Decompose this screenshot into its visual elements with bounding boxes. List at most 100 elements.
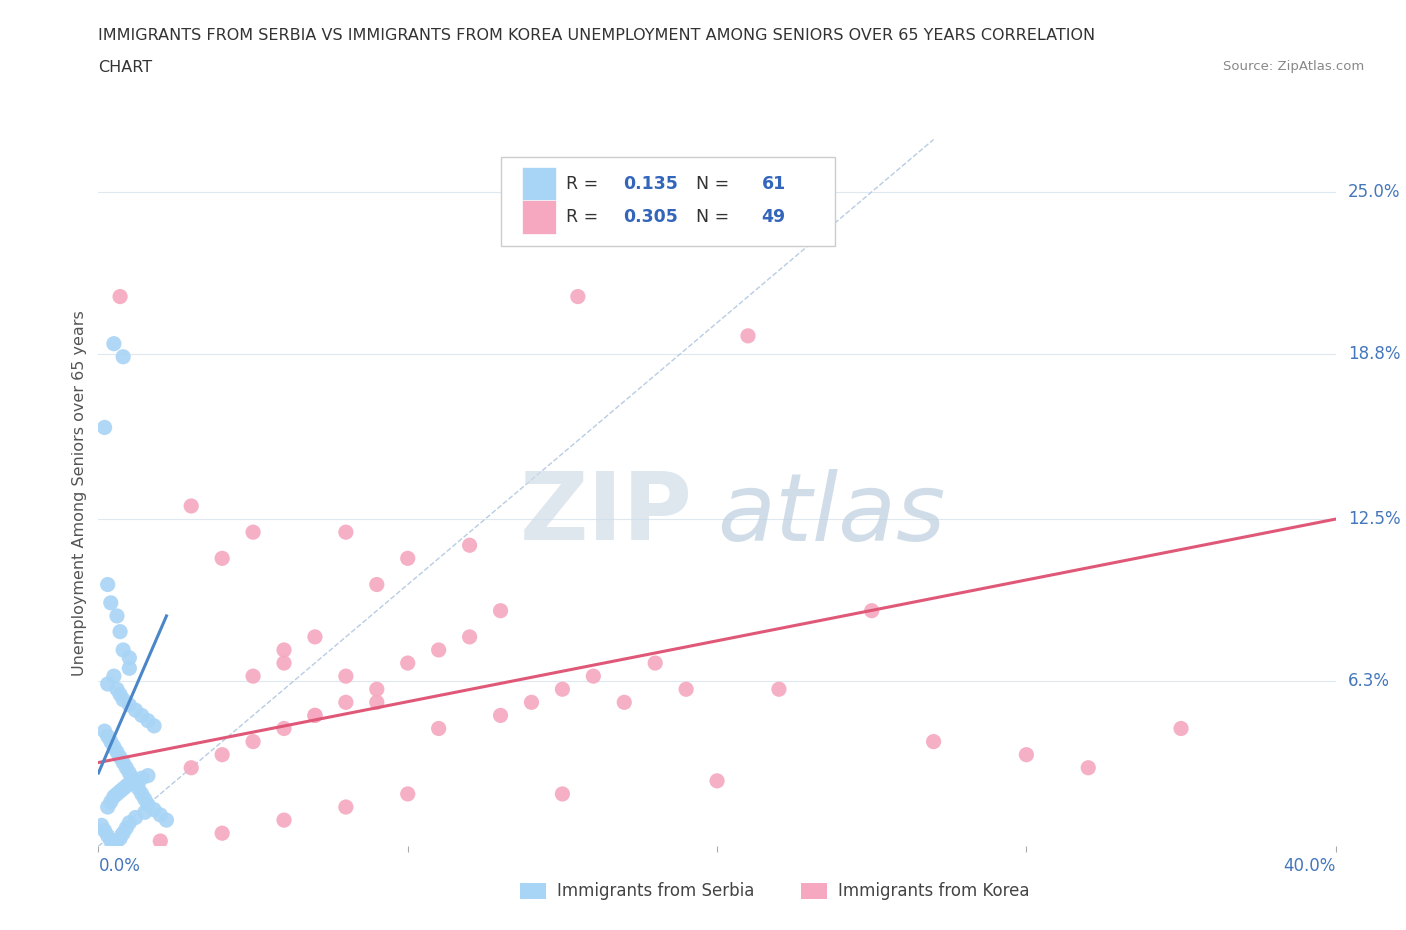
Text: R =: R = xyxy=(567,175,603,193)
Point xyxy=(100,595,122,610)
Text: CHART: CHART xyxy=(98,60,152,75)
Point xyxy=(136,768,159,783)
Point xyxy=(1170,721,1192,736)
Point xyxy=(304,630,326,644)
Point xyxy=(112,781,135,796)
Point xyxy=(567,289,589,304)
Point xyxy=(143,803,166,817)
Y-axis label: Unemployment Among Seniors over 65 years: Unemployment Among Seniors over 65 years xyxy=(72,310,87,676)
Point xyxy=(273,656,295,671)
Point xyxy=(304,708,326,723)
Point xyxy=(124,703,146,718)
Text: atlas: atlas xyxy=(717,469,945,560)
Point xyxy=(103,337,125,352)
Point xyxy=(105,682,128,697)
Point xyxy=(458,630,481,644)
Point xyxy=(211,551,233,565)
Point xyxy=(304,708,326,723)
Text: N =: N = xyxy=(685,175,735,193)
Point xyxy=(149,807,172,822)
Point xyxy=(134,804,156,819)
Point xyxy=(242,525,264,539)
Point xyxy=(118,816,141,830)
Point xyxy=(136,713,159,728)
Text: 18.8%: 18.8% xyxy=(1348,345,1400,363)
Point xyxy=(108,289,131,304)
Point xyxy=(97,800,120,815)
Point xyxy=(582,669,605,684)
Point xyxy=(335,669,357,684)
Point xyxy=(105,745,128,760)
Point xyxy=(103,790,125,804)
Point xyxy=(112,692,135,707)
Point xyxy=(458,538,481,552)
Text: 0.135: 0.135 xyxy=(623,175,678,193)
Point xyxy=(211,826,233,841)
Point xyxy=(124,810,146,825)
Point xyxy=(335,695,357,710)
Point xyxy=(155,813,177,828)
Point xyxy=(131,708,153,723)
Text: N =: N = xyxy=(685,208,735,226)
Text: Source: ZipAtlas.com: Source: ZipAtlas.com xyxy=(1223,60,1364,73)
Point xyxy=(124,774,146,789)
Point xyxy=(180,498,202,513)
Point xyxy=(136,797,159,812)
Point xyxy=(134,791,156,806)
Point xyxy=(211,747,233,762)
Point xyxy=(273,643,295,658)
Point xyxy=(706,774,728,789)
Point xyxy=(121,771,143,786)
Point xyxy=(118,698,141,712)
Point xyxy=(396,656,419,671)
Point xyxy=(108,624,131,639)
Point xyxy=(115,778,138,793)
Point xyxy=(737,328,759,343)
Point xyxy=(97,578,120,592)
Point xyxy=(860,604,883,618)
Text: 61: 61 xyxy=(762,175,786,193)
Point xyxy=(97,729,120,744)
Point xyxy=(128,781,150,796)
Point xyxy=(93,823,115,838)
Point xyxy=(273,721,295,736)
Point xyxy=(613,695,636,710)
Point xyxy=(273,813,295,828)
Text: R =: R = xyxy=(567,208,603,226)
Point xyxy=(100,734,122,749)
Text: 49: 49 xyxy=(762,208,786,226)
Point xyxy=(105,608,128,623)
Point xyxy=(489,604,512,618)
Point xyxy=(108,687,131,702)
Point xyxy=(366,695,388,710)
Point xyxy=(922,734,945,749)
Point xyxy=(105,787,128,802)
Point xyxy=(489,708,512,723)
Point xyxy=(112,826,135,841)
Point xyxy=(97,676,120,691)
Point xyxy=(427,721,450,736)
Point xyxy=(427,643,450,658)
Point xyxy=(131,771,153,786)
Point xyxy=(105,833,128,848)
Point xyxy=(93,420,115,435)
Point xyxy=(103,836,125,851)
Text: Immigrants from Korea: Immigrants from Korea xyxy=(838,882,1029,900)
Point xyxy=(124,776,146,790)
Point xyxy=(118,765,141,780)
Point xyxy=(1015,747,1038,762)
Point xyxy=(335,525,357,539)
Point xyxy=(108,831,131,846)
Text: 0.0%: 0.0% xyxy=(98,857,141,875)
Point xyxy=(366,578,388,592)
Point xyxy=(242,669,264,684)
Point xyxy=(396,551,419,565)
Point xyxy=(242,734,264,749)
Point xyxy=(335,800,357,815)
Point xyxy=(112,755,135,770)
Point xyxy=(100,794,122,809)
Point xyxy=(1077,761,1099,776)
Point xyxy=(551,682,574,697)
FancyBboxPatch shape xyxy=(501,157,835,246)
FancyBboxPatch shape xyxy=(522,200,557,234)
